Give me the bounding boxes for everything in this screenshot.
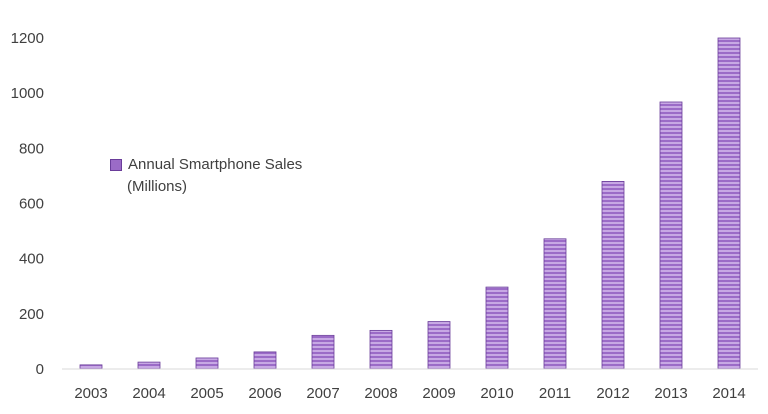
x-tick-label: 2003 [74,385,107,402]
bar-2007 [311,334,335,370]
x-tick-label: 2005 [190,385,223,402]
y-tick-label: 0 [36,361,44,378]
y-tick-label: 1000 [11,85,44,102]
y-tick-label: 600 [19,196,44,213]
bar-2008 [369,329,393,370]
bar-2004 [137,361,161,370]
bar-2006 [253,351,277,370]
y-tick-label: 800 [19,140,44,157]
x-tick-label: 2007 [306,385,339,402]
bar-2012 [601,181,625,370]
x-axis: 2003 2004 2005 2006 2007 2008 2009 2010 2011 2012… [74,385,745,402]
x-tick-label: 2013 [654,385,687,402]
legend-label-line2: (Millions) [127,178,187,195]
y-tick-label: 200 [19,306,44,323]
bars-group [79,37,741,370]
bar-2010 [485,286,509,370]
y-tick-label: 400 [19,251,44,268]
y-axis: 0 200 400 600 800 1000 1200 [11,30,44,378]
x-tick-label: 2012 [596,385,629,402]
bar-2013 [659,101,683,370]
bar-2011 [543,238,567,370]
bar-2003 [79,364,103,370]
x-tick-label: 2014 [712,385,745,402]
legend: Annual Smartphone Sales (Millions) [110,154,302,198]
legend-label-line1: Annual Smartphone Sales [128,156,303,173]
bar-2014 [717,37,741,370]
x-tick-label: 2010 [480,385,513,402]
x-tick-label: 2011 [539,385,571,402]
x-tick-label: 2006 [248,385,281,402]
legend-swatch [110,159,122,171]
bar-2005 [195,357,219,370]
x-tick-label: 2004 [132,385,165,402]
y-tick-label: 1200 [11,30,44,47]
x-tick-label: 2008 [364,385,397,402]
x-tick-label: 2009 [422,385,455,402]
bar-2009 [427,321,451,370]
